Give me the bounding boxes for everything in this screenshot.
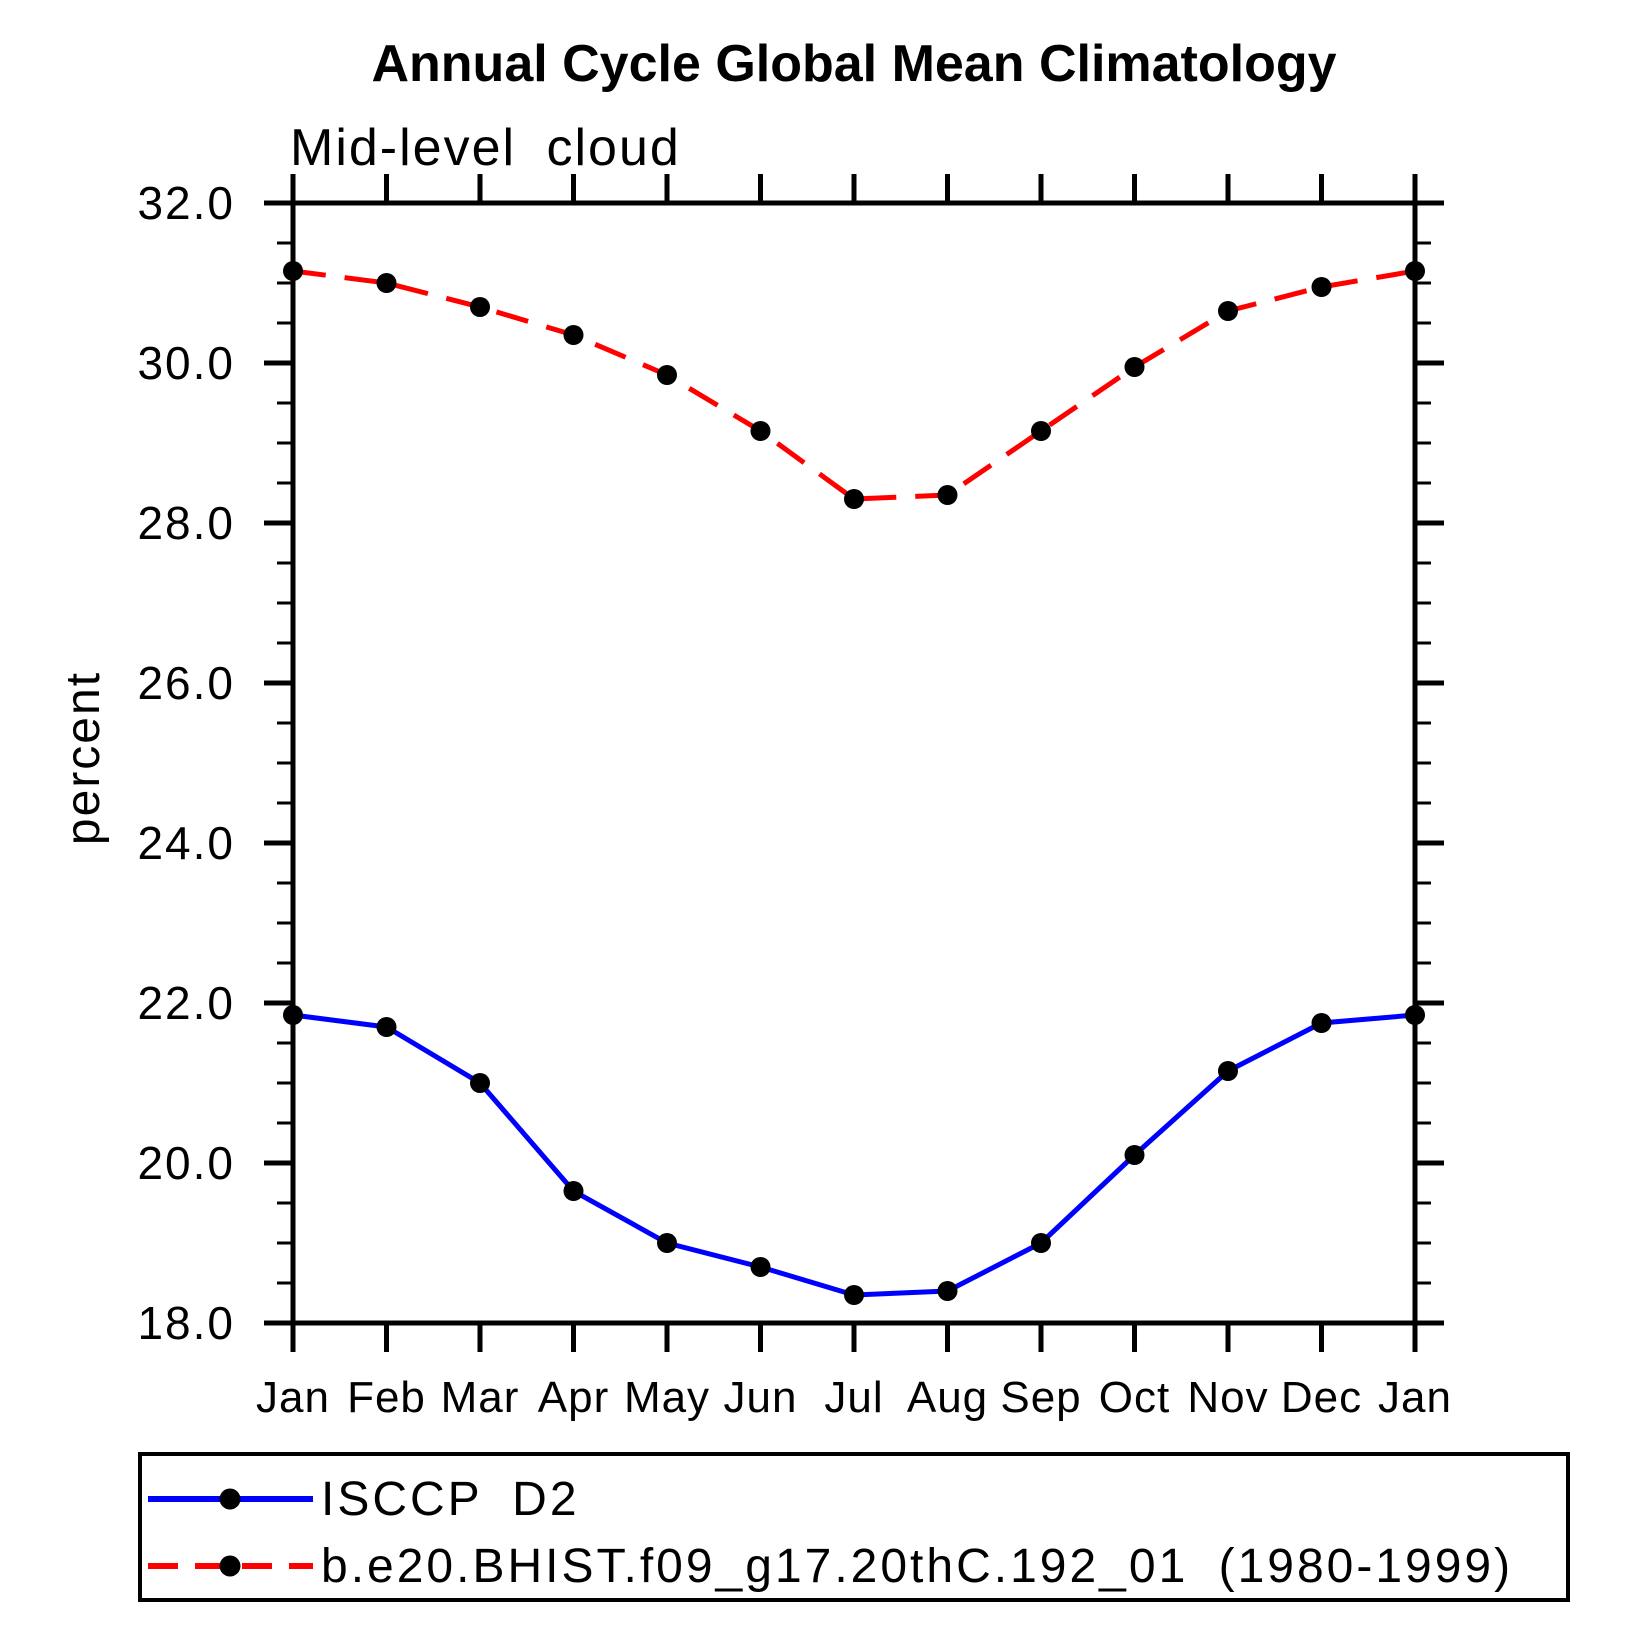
y-tick-label: 24.0 — [137, 817, 235, 869]
y-tick-label: 30.0 — [137, 337, 235, 389]
y-tick-label: 26.0 — [137, 657, 235, 709]
data-point — [1124, 1145, 1145, 1165]
data-point — [1124, 357, 1145, 377]
data-point — [1218, 1061, 1238, 1081]
data-point — [844, 1285, 864, 1305]
chart-title: Annual Cycle Global Mean Climatology — [371, 35, 1337, 93]
x-tick-label: Mar — [440, 1373, 520, 1422]
data-point — [844, 489, 864, 509]
x-tick-label: Nov — [1187, 1373, 1269, 1422]
data-point — [1311, 277, 1332, 297]
legend-item: b.e20.BHIST.f09_g17.20thC.192_01 (1980-1… — [145, 1540, 1513, 1593]
plot-box — [290, 200, 1418, 1326]
x-tick-label: May — [623, 1373, 711, 1422]
y-tick-label: 28.0 — [137, 497, 235, 549]
x-tick-label: Jan — [1378, 1373, 1452, 1422]
legend-item: ISCCP D2 — [145, 1473, 580, 1526]
x-tick-label: Jun — [723, 1373, 798, 1422]
y-tick-label: 20.0 — [137, 1137, 235, 1189]
data-point — [470, 297, 490, 317]
data-point — [470, 1073, 490, 1093]
legend-item-label: b.e20.BHIST.f09_g17.20thC.192_01 (1980-1… — [321, 1539, 1514, 1593]
data-point — [376, 273, 397, 293]
data-point — [1031, 1233, 1051, 1253]
legend-swatch-line-solid — [148, 1488, 313, 1510]
chart-subtitle: Mid-level cloud — [290, 119, 681, 177]
legend-swatch-line-dashed — [148, 1555, 313, 1577]
y-tick-label: 18.0 — [137, 1297, 235, 1349]
data-point — [750, 421, 771, 441]
legend-item-label: ISCCP D2 — [321, 1472, 580, 1526]
x-tick-label: Dec — [1280, 1373, 1363, 1422]
y-tick-label: 32.0 — [137, 177, 235, 229]
data-point — [563, 325, 584, 345]
legend: ISCCP D2 b.e20.BHIST.f09_g17.20thC.192_0… — [138, 1452, 1570, 1602]
x-tick-label: Oct — [1098, 1373, 1171, 1422]
x-tick-label: Jan — [256, 1373, 330, 1422]
data-point — [283, 261, 303, 281]
data-point — [1218, 301, 1238, 321]
data-point — [1311, 1013, 1332, 1033]
x-tick-label: Sep — [1000, 1373, 1082, 1422]
x-tick-label: Feb — [347, 1373, 426, 1422]
data-point — [657, 1233, 677, 1253]
data-point — [376, 1017, 397, 1037]
data-point — [1405, 261, 1425, 281]
data-point — [657, 365, 677, 385]
data-point — [563, 1181, 584, 1201]
x-tick-label: Apr — [537, 1373, 610, 1422]
series-line-1 — [292, 268, 1416, 502]
data-point — [1405, 1005, 1425, 1025]
data-point — [937, 1281, 958, 1301]
data-point — [1031, 421, 1051, 441]
series-line-0 — [292, 1012, 1416, 1298]
x-tick-label: Aug — [906, 1373, 989, 1422]
y-tick-label: 22.0 — [137, 977, 235, 1029]
data-point — [937, 485, 958, 505]
x-tick-label: Jul — [824, 1373, 884, 1422]
data-point — [750, 1257, 771, 1277]
data-point — [283, 1005, 303, 1025]
